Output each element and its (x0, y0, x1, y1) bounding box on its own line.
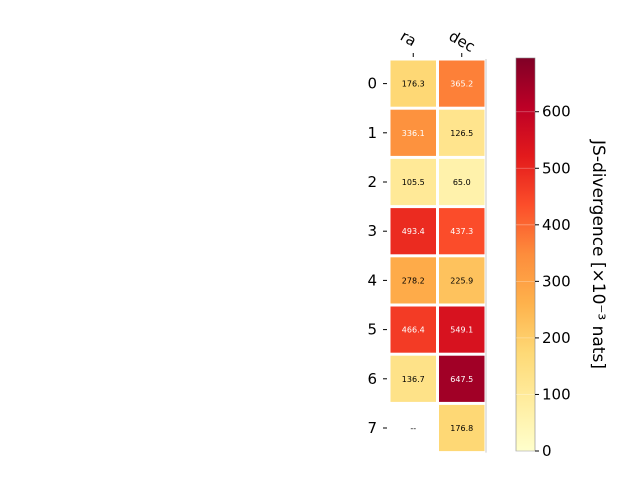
y-tick-label: 6 (367, 370, 377, 388)
colorbar-tick-label: 500 (542, 159, 571, 177)
x-tick-label: ra (397, 27, 419, 50)
cell-value-label: 493.4 (402, 227, 425, 236)
colorbar-tick-label: 600 (542, 103, 571, 121)
cell-value-label: 105.5 (402, 178, 425, 187)
cell-value-label: 176.3 (402, 80, 425, 89)
heatmap-cell (439, 158, 485, 206)
y-tick-label: 5 (367, 321, 377, 339)
y-tick-label: 3 (367, 222, 377, 240)
colorbar-tick-label: 100 (542, 385, 571, 403)
heatmap-cell (390, 158, 436, 206)
heatmap-cell (439, 404, 485, 452)
cell-value-label: 647.5 (450, 375, 473, 384)
heatmap-cell (439, 257, 485, 304)
colorbar-tick-label: 400 (542, 216, 571, 234)
heatmap-cell (439, 109, 485, 156)
cell-value-label: 365.2 (450, 80, 473, 89)
cell-value-label: 65.0 (453, 178, 471, 187)
heatmap-cell (390, 109, 436, 156)
colorbar-label: JS-divergence [×10⁻³ nats] (588, 139, 608, 369)
colorbar-tick-label: 200 (542, 329, 571, 347)
cell-value-label: 278.2 (402, 276, 425, 285)
colorbar: 0 100 200 300 400 500 600 (515, 57, 571, 460)
y-tick-label: 2 (367, 173, 377, 191)
cell-value-label: 437.3 (450, 227, 473, 236)
colorbar-tick-label: 300 (542, 272, 571, 290)
cell-value-label: 136.7 (402, 375, 425, 384)
x-tick-label: dec (446, 27, 478, 56)
y-tick-label: 0 (367, 75, 377, 93)
heatmap-cell (390, 208, 436, 255)
colorbar-gradient (515, 57, 536, 452)
cell-value-label: 466.4 (402, 326, 425, 335)
heatmap-cell (439, 306, 485, 353)
heatmap-cell (390, 60, 436, 107)
y-tick-label: 7 (367, 419, 377, 437)
heatmap-cell (390, 355, 436, 402)
heatmap-plot: 176.3 365.2 336.1 126.5 105.5 65.0 493.4 437.3 2… (367, 27, 487, 453)
cell-value-label: 225.9 (450, 276, 473, 285)
heatmap-cell (439, 60, 485, 107)
colorbar-tick-label: 0 (542, 442, 552, 460)
cell-value-label: -- (410, 424, 416, 433)
cell-value-label: 176.8 (450, 424, 473, 433)
heatmap-cell (390, 306, 436, 353)
heatmap-cell (390, 257, 436, 304)
y-tick-label: 1 (367, 124, 377, 142)
cell-value-label: 549.1 (450, 326, 473, 335)
cell-value-label: 336.1 (402, 129, 425, 138)
heatmap-cell (439, 355, 485, 402)
cell-value-label: 126.5 (450, 129, 473, 138)
y-tick-label: 4 (367, 271, 377, 289)
heatmap-cell (439, 208, 485, 255)
